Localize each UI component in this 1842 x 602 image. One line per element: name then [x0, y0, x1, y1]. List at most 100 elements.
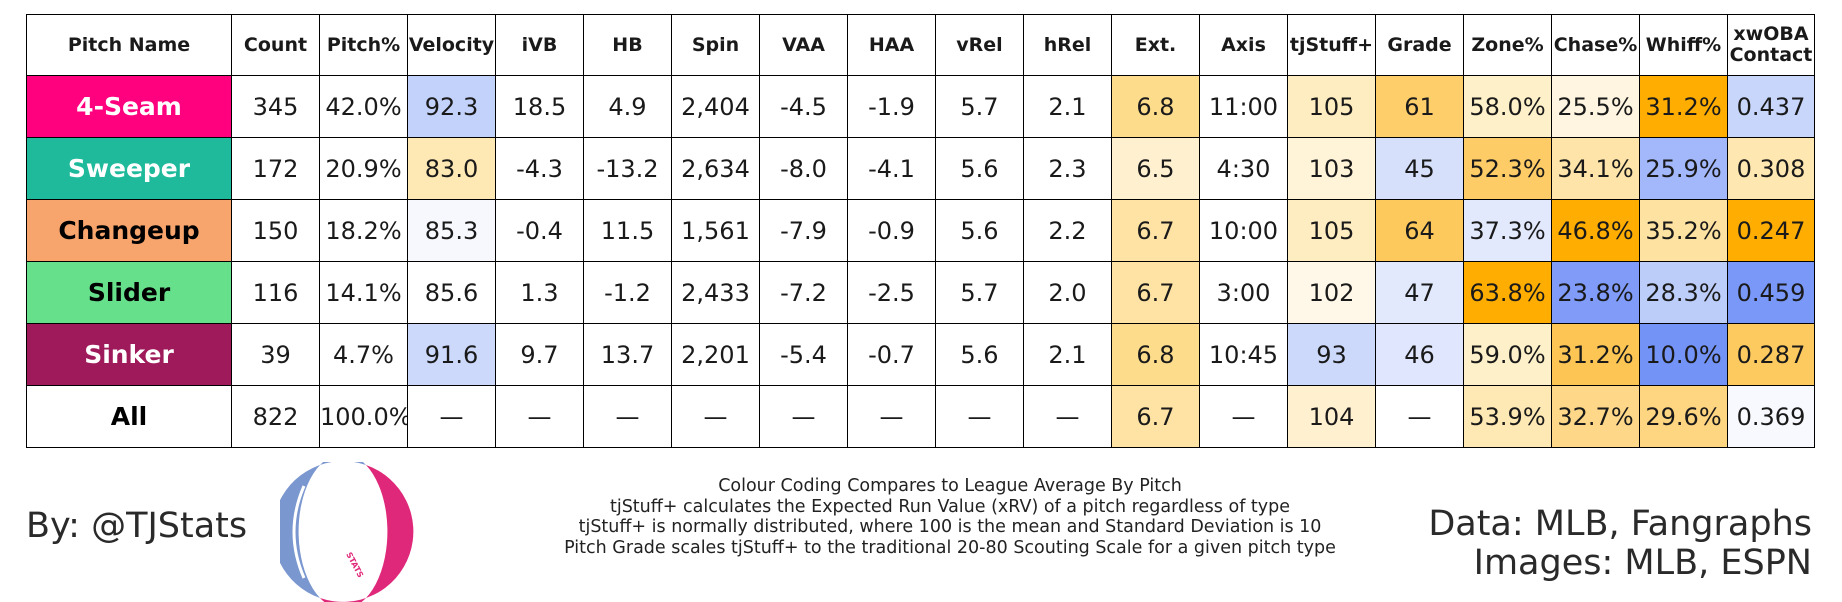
- table-cell: 85.6: [407, 261, 496, 324]
- table-cell: -0.4: [495, 199, 584, 262]
- table-row: Sweeper 172 20.9% 83.0 -4.3 -13.2 2,634 -8.0 -4.…: [26, 137, 1815, 200]
- table-cell: —: [759, 385, 848, 448]
- table-cell: 4.9: [583, 75, 672, 138]
- note-line: tjStuff+ calculates the Expected Run Val…: [609, 496, 1291, 517]
- table-cell: 5.7: [935, 75, 1024, 138]
- table-cell: 6.7: [1111, 199, 1200, 262]
- table-cell: -4.1: [847, 137, 936, 200]
- table-cell: 39: [231, 323, 320, 386]
- table-cell: 105: [1287, 75, 1376, 138]
- table-cell: 5.6: [935, 323, 1024, 386]
- table-cell: —: [847, 385, 936, 448]
- note-line: Colour Coding Compares to League Average…: [718, 476, 1182, 496]
- table-cell: -1.9: [847, 75, 936, 138]
- table-cell: 42.0%: [319, 75, 408, 138]
- pitch-name-cell: Sinker: [26, 323, 232, 386]
- note-line: Pitch Grade scales tjStuff+ to the tradi…: [564, 537, 1336, 558]
- table-cell: 25.5%: [1551, 75, 1640, 138]
- table-cell: 61: [1375, 75, 1464, 138]
- column-header: Pitch%: [319, 14, 408, 76]
- table-row: Changeup 150 18.2% 85.3 -0.4 11.5 1,561 -7.9 -0.…: [26, 199, 1815, 262]
- table-cell: 100.0%: [319, 385, 408, 448]
- table-cell: 0.287: [1727, 323, 1815, 386]
- table-cell: -4.5: [759, 75, 848, 138]
- byline: By: @TJStats: [26, 506, 248, 546]
- column-header: Whiff%: [1639, 14, 1728, 76]
- table-cell: -8.0: [759, 137, 848, 200]
- table-cell: 13.7: [583, 323, 672, 386]
- table-cell: —: [671, 385, 760, 448]
- table-cell: 6.7: [1111, 261, 1200, 324]
- table-cell: 47: [1375, 261, 1464, 324]
- table-cell: 52.3%: [1463, 137, 1552, 200]
- table-cell: 1,561: [671, 199, 760, 262]
- column-header: vRel: [935, 14, 1024, 76]
- table-cell: —: [407, 385, 496, 448]
- table-cell: 11.5: [583, 199, 672, 262]
- table-cell: 5.6: [935, 199, 1024, 262]
- table-cell: 105: [1287, 199, 1376, 262]
- table-cell: 92.3: [407, 75, 496, 138]
- table-row: 4-Seam 345 42.0% 92.3 18.5 4.9 2,404 -4.5 -1.9 5.…: [26, 75, 1815, 138]
- table-cell: -2.5: [847, 261, 936, 324]
- column-header: Ext.: [1111, 14, 1200, 76]
- table-cell: 64: [1375, 199, 1464, 262]
- table-cell: —: [1199, 385, 1288, 448]
- table-cell: 2,634: [671, 137, 760, 200]
- logo-text: STATS: [344, 551, 365, 580]
- column-header: xwOBA Contact: [1727, 14, 1815, 76]
- table-cell: 4:30: [1199, 137, 1288, 200]
- table-cell: 53.9%: [1463, 385, 1552, 448]
- table-row: Slider 116 14.1% 85.6 1.3 -1.2 2,433 -7.2 -2.5 5.…: [26, 261, 1815, 324]
- table-row: Sinker 39 4.7% 91.6 9.7 13.7 2,201 -5.4 -0.7 5.6 2…: [26, 323, 1815, 386]
- table-cell: 32.7%: [1551, 385, 1640, 448]
- table-cell: 2.1: [1023, 323, 1112, 386]
- table-cell: 116: [231, 261, 320, 324]
- table-cell: 28.3%: [1639, 261, 1728, 324]
- table-cell: 2,433: [671, 261, 760, 324]
- table-cell: 172: [231, 137, 320, 200]
- pitch-name-cell: All: [26, 385, 232, 448]
- table-cell: 1.3: [495, 261, 584, 324]
- table-cell: 0.308: [1727, 137, 1815, 200]
- table-cell: 35.2%: [1639, 199, 1728, 262]
- column-header: iVB: [495, 14, 584, 76]
- footer-notes: Colour Coding Compares to League Average…: [560, 476, 1340, 558]
- table-cell: 5.7: [935, 261, 1024, 324]
- table-cell: 2.0: [1023, 261, 1112, 324]
- table-cell: —: [1375, 385, 1464, 448]
- column-header: Count: [231, 14, 320, 76]
- table-cell: -4.3: [495, 137, 584, 200]
- column-header: Velocity: [407, 14, 496, 76]
- data-source: Data: MLB, Fangraphs: [1428, 504, 1812, 544]
- column-header: Spin: [671, 14, 760, 76]
- table-cell: 31.2%: [1551, 323, 1640, 386]
- table-cell: —: [935, 385, 1024, 448]
- pitch-name-cell: Changeup: [26, 199, 232, 262]
- table-cell: 102: [1287, 261, 1376, 324]
- table-cell: 0.369: [1727, 385, 1815, 448]
- table-cell: 6.8: [1111, 75, 1200, 138]
- table-cell: -7.9: [759, 199, 848, 262]
- table-cell: 23.8%: [1551, 261, 1640, 324]
- table-cell: 46: [1375, 323, 1464, 386]
- table-cell: 29.6%: [1639, 385, 1728, 448]
- table-cell: 6.8: [1111, 323, 1200, 386]
- table-cell: 2.2: [1023, 199, 1112, 262]
- table-cell: 10:45: [1199, 323, 1288, 386]
- table-cell: —: [583, 385, 672, 448]
- table-cell: 2,404: [671, 75, 760, 138]
- table-cell: 25.9%: [1639, 137, 1728, 200]
- pitch-name-cell: Sweeper: [26, 137, 232, 200]
- table-cell: 20.9%: [319, 137, 408, 200]
- table-cell: 46.8%: [1551, 199, 1640, 262]
- table-cell: 6.7: [1111, 385, 1200, 448]
- column-header: Axis: [1199, 14, 1288, 76]
- table-cell: —: [1023, 385, 1112, 448]
- table-header-row: Pitch Name Count Pitch% Velocity iVB HB Spin VA…: [26, 14, 1815, 76]
- table-row: All 822 100.0% — — — — — — — —6.7—104—53.9% 32.7% 29…: [26, 385, 1815, 448]
- table-cell: 91.6: [407, 323, 496, 386]
- table-cell: 5.6: [935, 137, 1024, 200]
- table-cell: 18.5: [495, 75, 584, 138]
- pitch-stats-table: Pitch Name Count Pitch% Velocity iVB HB Spin VA…: [26, 14, 1815, 448]
